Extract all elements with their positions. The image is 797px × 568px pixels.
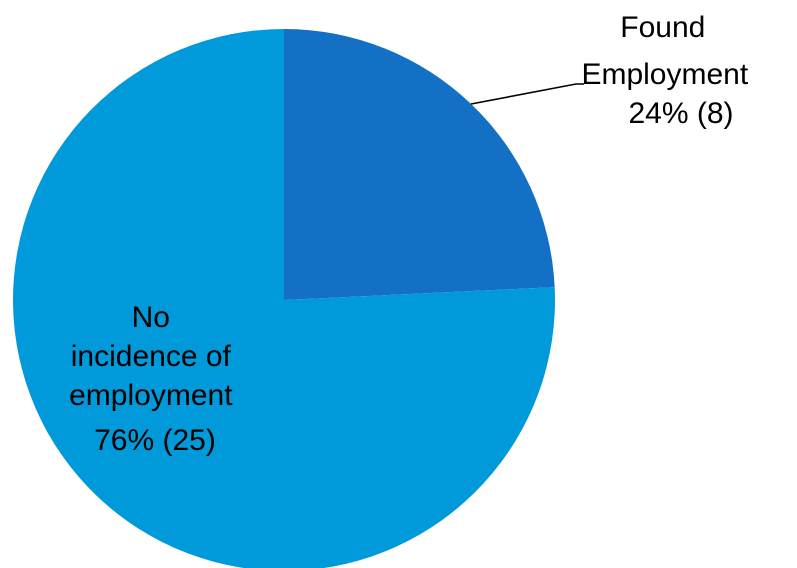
- leader-line-found-employment: [470, 83, 584, 105]
- pie-slice-found-employment: [284, 29, 555, 300]
- slice-label-no-employment: No incidence of employment 76% (25): [69, 301, 241, 457]
- slice-label-line: 76% (25): [94, 424, 216, 457]
- slice-label-line: Employment: [581, 58, 748, 91]
- slice-label-line: 24% (8): [628, 97, 733, 130]
- slice-label-line: Found: [620, 11, 705, 44]
- slice-label-found-employment: Found Employment 24% (8): [581, 11, 756, 130]
- pie-slice-no-employment: [13, 29, 555, 568]
- slice-label-line: employment: [69, 379, 233, 412]
- pie-slices: [13, 29, 555, 568]
- slice-label-line: incidence of: [71, 340, 232, 373]
- slice-label-line: No: [132, 301, 170, 334]
